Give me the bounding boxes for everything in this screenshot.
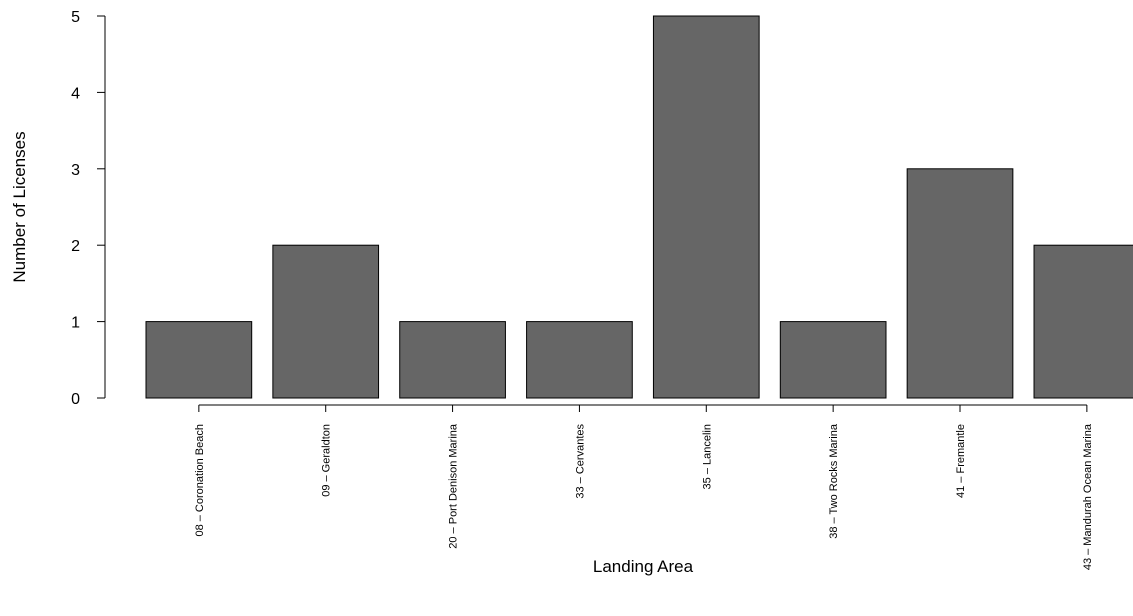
y-tick-label: 3 — [71, 162, 80, 179]
y-tick-label: 2 — [71, 238, 80, 255]
x-axis-title: Landing Area — [593, 557, 694, 576]
bar — [272, 244, 380, 399]
x-tick-label: 41 – Fremantle — [955, 424, 967, 498]
y-axis-title: Number of Licenses — [10, 131, 29, 282]
bar — [1033, 244, 1133, 399]
x-tick-label: 33 – Cervantes — [574, 424, 586, 499]
x-tick-label: 38 – Two Rocks Marina — [828, 423, 840, 539]
y-tick-label: 0 — [71, 391, 80, 408]
y-axis: 0 1 2 3 4 5 — [71, 9, 106, 408]
bar — [652, 15, 760, 399]
x-tick-label: 08 – Coronation Beach — [194, 424, 206, 537]
bar — [399, 321, 506, 399]
y-tick-label: 5 — [71, 9, 80, 26]
bar — [526, 321, 633, 399]
bar — [906, 168, 1014, 399]
bar — [145, 321, 253, 399]
bar — [779, 321, 887, 399]
x-tick-label: 20 – Port Denison Marina — [448, 423, 460, 549]
x-axis: 08 – Coronation Beach 09 – Geraldton 20 – … — [194, 404, 1094, 570]
bars-group — [145, 15, 1133, 399]
y-tick-label: 1 — [71, 315, 80, 332]
y-tick-label: 4 — [71, 85, 80, 102]
x-tick-label: 35 – Lancelin — [701, 424, 713, 489]
x-tick-label: 43 – Mandurah Ocean Marina — [1082, 423, 1094, 570]
x-tick-label: 09 – Geraldton — [321, 424, 333, 497]
